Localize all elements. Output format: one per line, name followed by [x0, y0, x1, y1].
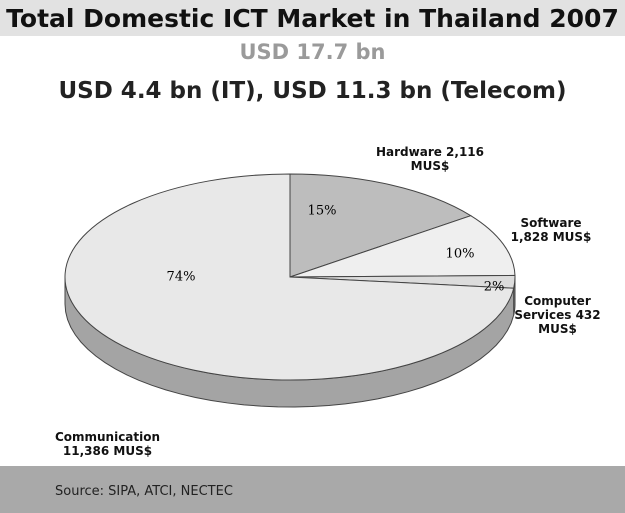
- slice: [289, 215, 516, 278]
- category-label: Communication 11,386 MUS$: [54, 430, 161, 458]
- category-label: Computer Services 432 MUS$: [514, 294, 601, 336]
- value-label: 10%: [446, 247, 475, 262]
- source-note: Source: SIPA, ATCI, NECTEC: [55, 484, 233, 499]
- value-label: 15%: [308, 204, 337, 219]
- header-band: [0, 0, 625, 36]
- value-label: 2%: [484, 280, 505, 295]
- chart-title: Total Domestic ICT Market in Thailand 20…: [6, 4, 619, 33]
- category-label: Hardware 2,116 MUS$: [375, 145, 485, 173]
- slice: [289, 173, 472, 278]
- value-label: 74%: [167, 270, 196, 285]
- chart-subtitle: USD 17.7 bn: [239, 40, 386, 64]
- chart-subtitle: USD 4.4 bn (IT), USD 11.3 bn (Telecom): [58, 78, 567, 104]
- category-label: Software 1,828 MUS$: [510, 216, 592, 244]
- slice: [64, 173, 515, 381]
- footer-band: [0, 466, 625, 513]
